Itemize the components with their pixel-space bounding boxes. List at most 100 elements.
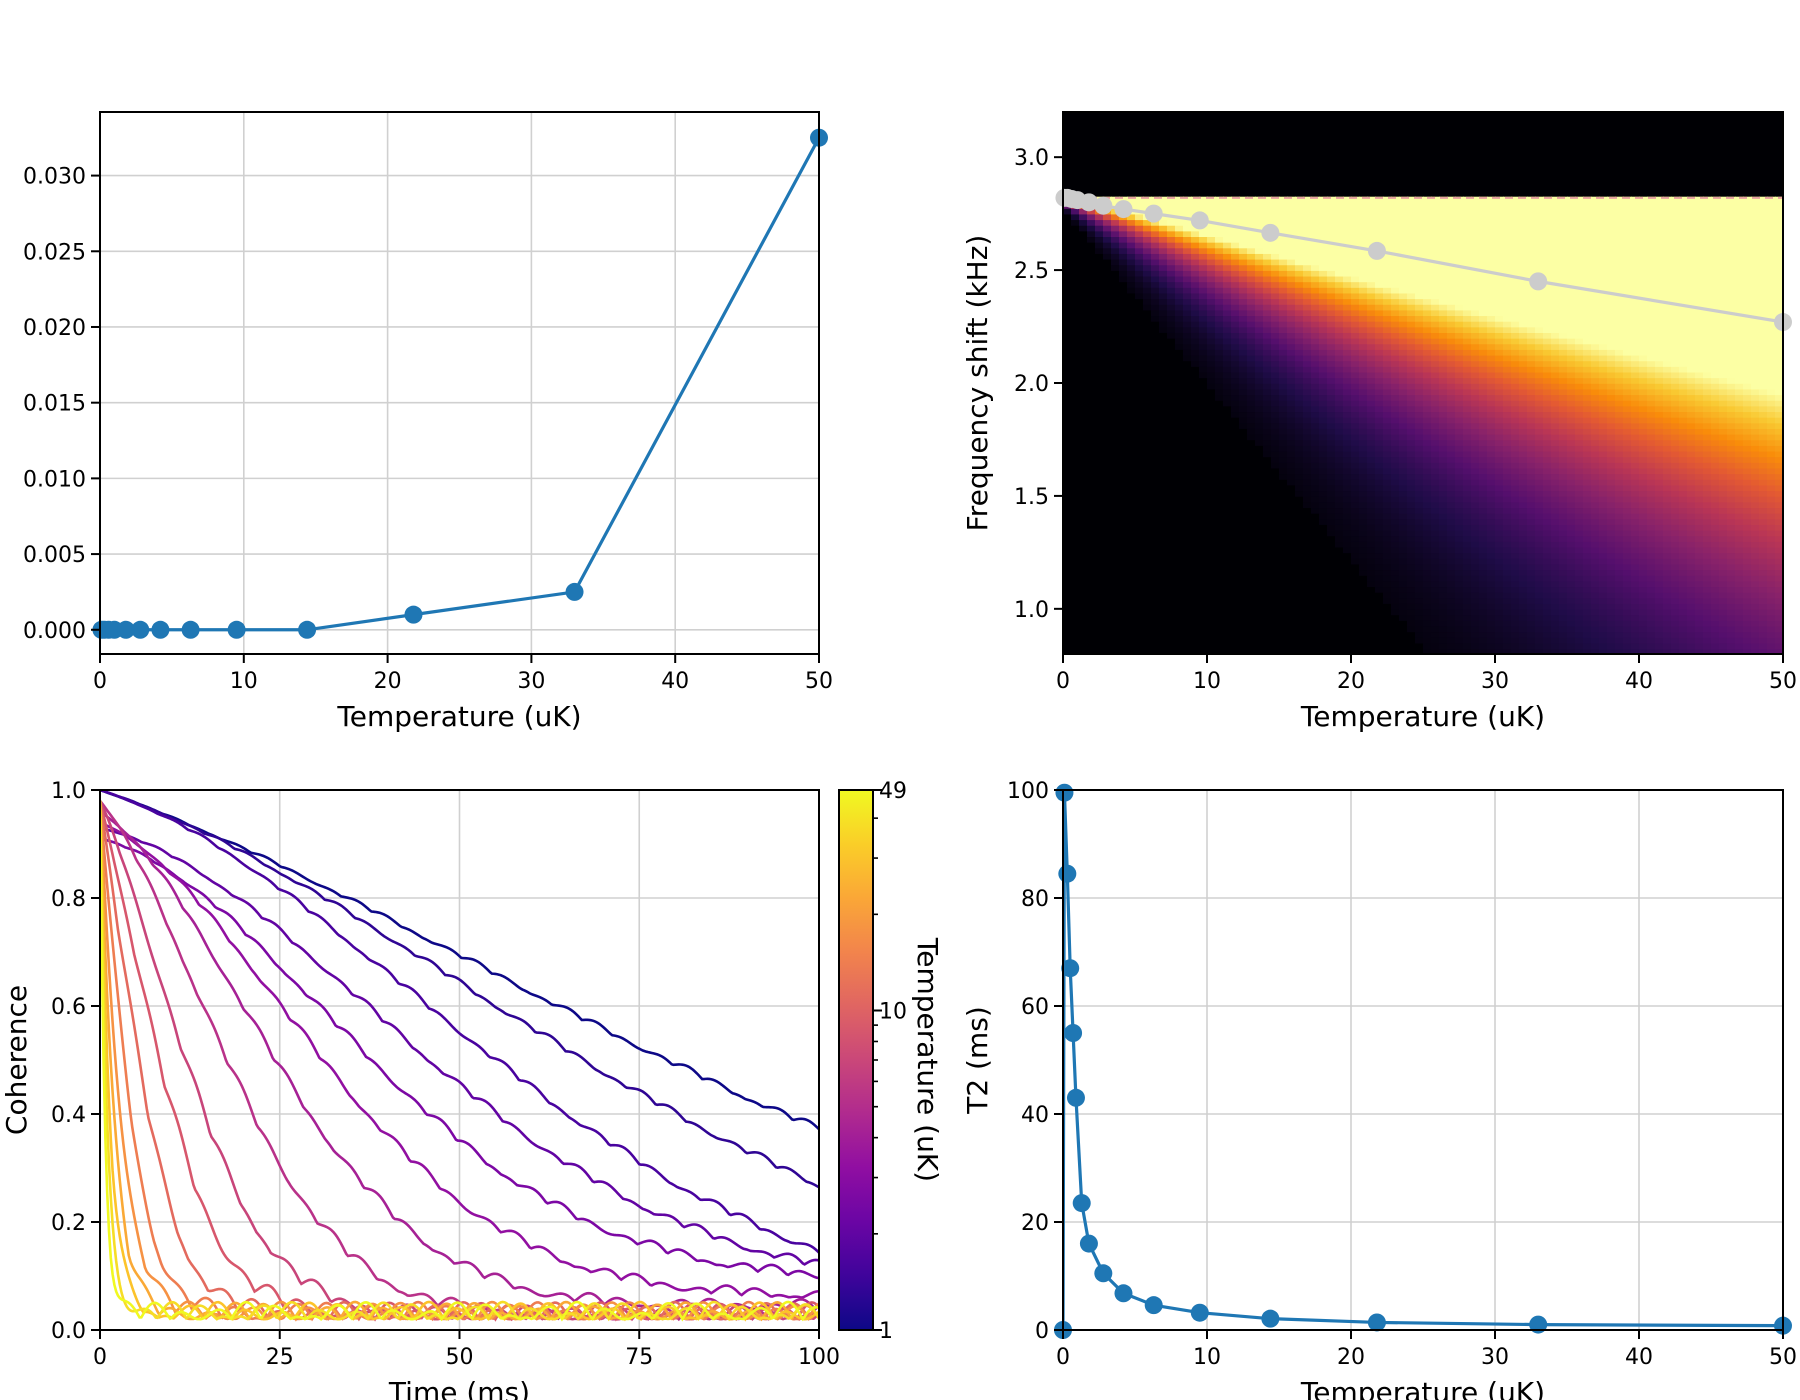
- heatmap-cell: [1463, 202, 1472, 209]
- heatmap-cell: [1679, 303, 1688, 311]
- heatmap-cell: [1223, 270, 1232, 277]
- heatmap-cell: [1511, 247, 1520, 254]
- heatmap-cell: [1519, 608, 1528, 616]
- heatmap-cell: [1247, 241, 1256, 249]
- heatmap-cell: [1351, 213, 1360, 221]
- heatmap-cell: [1175, 270, 1184, 277]
- heatmap-cell: [1327, 270, 1336, 277]
- heatmap-cell: [1527, 535, 1536, 542]
- heatmap-cell: [1207, 241, 1216, 249]
- heatmap-cell: [1279, 445, 1288, 452]
- heatmap-cell: [1623, 349, 1632, 356]
- heatmap-cell: [1127, 253, 1136, 260]
- heatmap-cell: [1311, 507, 1320, 514]
- heatmap-cell: [1447, 586, 1456, 593]
- heatmap-cell: [1471, 546, 1480, 554]
- heatmap-cell: [1383, 574, 1392, 582]
- heatmap-cell: [1615, 394, 1624, 401]
- heatmap-cell: [1703, 591, 1712, 599]
- heatmap-cell: [1623, 213, 1632, 221]
- heatmap-cell: [1135, 241, 1144, 249]
- heatmap-cell: [1519, 648, 1528, 654]
- heatmap-cell: [1207, 343, 1216, 350]
- heatmap-cell: [1303, 258, 1312, 266]
- heatmap-cell: [1183, 303, 1192, 311]
- heatmap-cell: [1703, 580, 1712, 588]
- heatmap-cell: [1631, 648, 1640, 654]
- heatmap-cell: [1559, 490, 1568, 497]
- heatmap-cell: [1423, 439, 1432, 446]
- heatmap-cell: [1655, 473, 1664, 480]
- heatmap-cell: [1711, 541, 1720, 548]
- heatmap-cell: [1431, 298, 1440, 305]
- heatmap-cell: [1559, 462, 1568, 469]
- heatmap-cell: [1263, 332, 1272, 339]
- data-point: [151, 620, 170, 639]
- heatmap-cell: [1407, 394, 1416, 401]
- heatmap-cell: [1279, 236, 1288, 243]
- heatmap-cell: [1663, 591, 1672, 599]
- heatmap-cell: [1639, 512, 1648, 520]
- heatmap-cell: [1455, 405, 1464, 413]
- heatmap-cell: [1399, 456, 1408, 463]
- heatmap-cell: [1607, 450, 1616, 458]
- heatmap-cell: [1639, 620, 1648, 627]
- heatmap-cell: [1351, 490, 1360, 497]
- heatmap-cell: [1423, 309, 1432, 317]
- heatmap-cell: [1439, 597, 1448, 604]
- heatmap-cell: [1671, 456, 1680, 463]
- heatmap-cell: [1455, 343, 1464, 350]
- heatmap-cell: [1591, 247, 1600, 254]
- heatmap-cell: [1535, 428, 1544, 435]
- heatmap-cell: [1519, 631, 1528, 638]
- heatmap-cell: [1255, 343, 1264, 350]
- heatmap-cell: [1695, 275, 1704, 283]
- heatmap-cell: [1487, 507, 1496, 514]
- heatmap-cell: [1535, 337, 1544, 345]
- heatmap-cell: [1551, 377, 1560, 384]
- heatmap-cell: [1503, 512, 1512, 520]
- heatmap-cell: [1191, 281, 1200, 288]
- heatmap-cell: [1655, 247, 1664, 254]
- heatmap-cell: [1279, 360, 1288, 367]
- heatmap-cell: [1711, 360, 1720, 367]
- heatmap-cell: [1703, 552, 1712, 559]
- heatmap-cell: [1063, 207, 1072, 215]
- heatmap-cell: [1503, 456, 1512, 463]
- heatmap-cell: [1191, 337, 1200, 345]
- data-point: [298, 620, 317, 639]
- heatmap-cell: [1599, 524, 1608, 531]
- heatmap-cell: [1567, 631, 1576, 638]
- heatmap-cell: [1671, 439, 1680, 446]
- heatmap-cell: [1655, 478, 1664, 486]
- heatmap-cell: [1607, 258, 1616, 266]
- heatmap-cell: [1503, 388, 1512, 396]
- heatmap-cell: [1511, 439, 1520, 446]
- heatmap-cell: [1503, 450, 1512, 458]
- heatmap-cell: [1623, 439, 1632, 446]
- heatmap-cell: [1647, 224, 1656, 232]
- heatmap-cell: [1631, 224, 1640, 232]
- heatmap-cell: [1607, 326, 1616, 333]
- heatmap-cell: [1223, 377, 1232, 384]
- heatmap-cell: [1287, 236, 1296, 243]
- heatmap-cell: [1255, 309, 1264, 317]
- heatmap-cell: [1639, 394, 1648, 401]
- heatmap-cell: [1631, 637, 1640, 644]
- heatmap-cell: [1583, 490, 1592, 497]
- heatmap-cell: [1391, 518, 1400, 525]
- heatmap-cell: [1439, 445, 1448, 452]
- heatmap-cell: [1583, 620, 1592, 627]
- heatmap-cell: [1359, 422, 1368, 429]
- heatmap-cell: [1423, 416, 1432, 424]
- heatmap-cell: [1167, 298, 1176, 305]
- heatmap-cell: [1591, 377, 1600, 384]
- heatmap-cell: [1607, 388, 1616, 396]
- heatmap-cell: [1615, 642, 1624, 650]
- heatmap-cell: [1703, 275, 1712, 283]
- heatmap-cell: [1319, 394, 1328, 401]
- heatmap-cell: [1303, 450, 1312, 458]
- heatmap-cell: [1679, 422, 1688, 429]
- heatmap-cell: [1359, 552, 1368, 559]
- heatmap-cell: [1615, 298, 1624, 305]
